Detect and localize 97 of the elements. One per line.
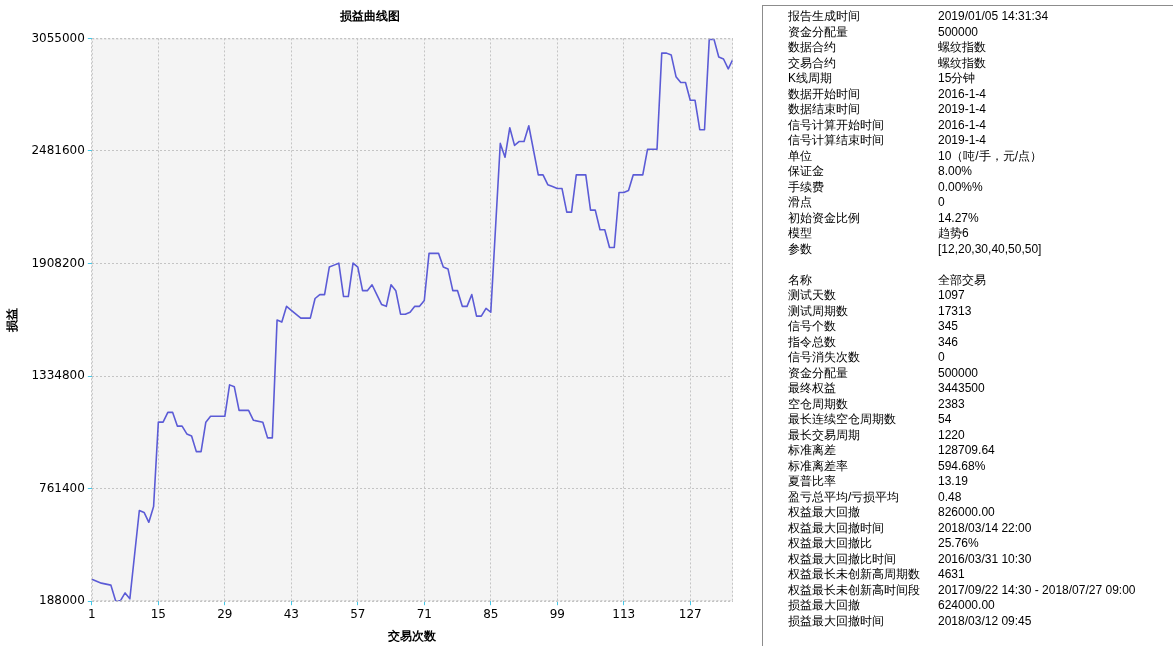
text: 交易合约 bbox=[788, 55, 836, 71]
text: 2018/03/14 22:00 bbox=[938, 520, 1032, 536]
text: 滑点 bbox=[788, 195, 812, 211]
text: 2016-1-4 bbox=[938, 117, 987, 133]
text: 17313 bbox=[938, 303, 972, 319]
x-axis-title: 交易次数 bbox=[387, 628, 438, 643]
text: 权益最大回撤比 bbox=[788, 536, 872, 552]
text: 测试周期数 bbox=[788, 303, 848, 319]
text: 数据结束时间 bbox=[788, 102, 860, 118]
text: 624000.00 bbox=[938, 598, 995, 614]
text: 测试天数 bbox=[788, 288, 836, 304]
text: 2018/03/12 09:45 bbox=[938, 613, 1032, 629]
text: 2019/01/05 14:31:34 bbox=[938, 9, 1049, 25]
text: 0.00%% bbox=[938, 179, 983, 195]
text: 2017/09/22 14:30 - 2018/07/27 09:00 bbox=[938, 582, 1136, 598]
text: 信号个数 bbox=[788, 319, 836, 335]
text: 标准离差 bbox=[788, 443, 836, 459]
x-tick-label: 71 bbox=[416, 606, 432, 621]
chart-title: 损益曲线图 bbox=[338, 9, 400, 24]
y-tick-label: 2481600 bbox=[31, 143, 85, 158]
text: 信号计算结束时间 bbox=[788, 133, 884, 149]
y-tick-label: 1334800 bbox=[31, 368, 85, 383]
text: 螺纹指数 bbox=[938, 40, 986, 56]
text: 346 bbox=[938, 334, 959, 350]
y-tick-label: 188000 bbox=[39, 593, 85, 608]
text: 2019-1-4 bbox=[938, 102, 987, 118]
text: 826000.00 bbox=[938, 505, 995, 521]
text: 0.48 bbox=[938, 489, 962, 505]
text: 信号计算开始时间 bbox=[788, 117, 884, 133]
text: 500000 bbox=[938, 365, 979, 381]
text: 名称 bbox=[788, 272, 812, 288]
x-tick-label: 43 bbox=[283, 606, 299, 621]
text: 最终权益 bbox=[788, 381, 836, 397]
text: 0 bbox=[938, 195, 945, 211]
text: 14.27% bbox=[938, 210, 979, 226]
text: 数据合约 bbox=[788, 40, 836, 56]
text: 权益最大回撤时间 bbox=[788, 520, 884, 536]
text: 权益最长未创新高时间段 bbox=[788, 582, 920, 598]
text: K线周期 bbox=[788, 71, 833, 87]
text: 2016-1-4 bbox=[938, 86, 987, 102]
text: 2019-1-4 bbox=[938, 133, 987, 149]
text: 损益最大回撤 bbox=[788, 598, 860, 614]
text: 8.00% bbox=[938, 164, 973, 180]
text: 保证金 bbox=[788, 164, 824, 180]
text: 1097 bbox=[938, 288, 965, 304]
x-tick-label: 29 bbox=[217, 606, 233, 621]
text: [12,20,30,40,50,50] bbox=[938, 241, 1042, 257]
text: 2016/03/31 10:30 bbox=[938, 551, 1032, 567]
text: 资金分配量 bbox=[788, 365, 848, 381]
text: 空仓周期数 bbox=[788, 396, 848, 412]
text: 资金分配量 bbox=[788, 24, 848, 40]
text: 最长交易周期 bbox=[788, 427, 860, 443]
text: 最长连续空仓周期数 bbox=[788, 412, 896, 428]
text: 128709.64 bbox=[938, 443, 995, 459]
x-tick-label: 113 bbox=[612, 606, 636, 621]
text: 594.68% bbox=[938, 458, 986, 474]
x-tick-label: 15 bbox=[150, 606, 166, 621]
text: 345 bbox=[938, 319, 959, 335]
text: 标准离差率 bbox=[788, 458, 848, 474]
text: 指令总数 bbox=[788, 334, 836, 350]
text: 全部交易 bbox=[938, 272, 986, 288]
x-tick-label: 99 bbox=[549, 606, 565, 621]
text: 螺纹指数 bbox=[938, 55, 986, 71]
text: 3443500 bbox=[938, 381, 985, 397]
text: 信号消失次数 bbox=[788, 350, 860, 366]
x-tick-label: 85 bbox=[483, 606, 499, 621]
text: 54 bbox=[938, 412, 952, 428]
text: 手续费 bbox=[788, 179, 824, 195]
y-tick-label: 1908200 bbox=[31, 255, 85, 270]
text: 报告生成时间 bbox=[788, 9, 860, 25]
text: 15分钟 bbox=[938, 71, 976, 87]
text: 夏普比率 bbox=[788, 474, 836, 490]
text: 模型 bbox=[788, 226, 812, 242]
text: 数据开始时间 bbox=[788, 86, 860, 102]
text: 盈亏总平均/亏损平均 bbox=[788, 489, 900, 505]
y-tick-label: 761400 bbox=[39, 480, 85, 495]
text: 10（吨/手，元/点） bbox=[938, 148, 1043, 164]
y-axis-title: 损益 bbox=[5, 307, 20, 333]
text: 2383 bbox=[938, 396, 965, 412]
text: 损益最大回撤时间 bbox=[788, 613, 884, 629]
text: 单位 bbox=[788, 148, 812, 164]
text: 1220 bbox=[938, 427, 965, 443]
text: 趋势6 bbox=[938, 226, 969, 242]
y-tick-label: 3055000 bbox=[31, 30, 85, 45]
text: 25.76% bbox=[938, 536, 979, 552]
text: 13.19 bbox=[938, 474, 969, 490]
text: 4631 bbox=[938, 567, 965, 583]
text: 0 bbox=[938, 350, 945, 366]
x-tick-label: 127 bbox=[678, 606, 702, 621]
text: 初始资金比例 bbox=[788, 210, 860, 226]
x-tick-label: 1 bbox=[88, 606, 96, 621]
x-tick-label: 57 bbox=[350, 606, 366, 621]
text: 权益最长未创新高周期数 bbox=[788, 567, 920, 583]
text: 500000 bbox=[938, 24, 979, 40]
text: 权益最大回撤比时间 bbox=[788, 551, 896, 567]
text: 权益最大回撤 bbox=[788, 505, 860, 521]
text: 参数 bbox=[788, 241, 812, 257]
